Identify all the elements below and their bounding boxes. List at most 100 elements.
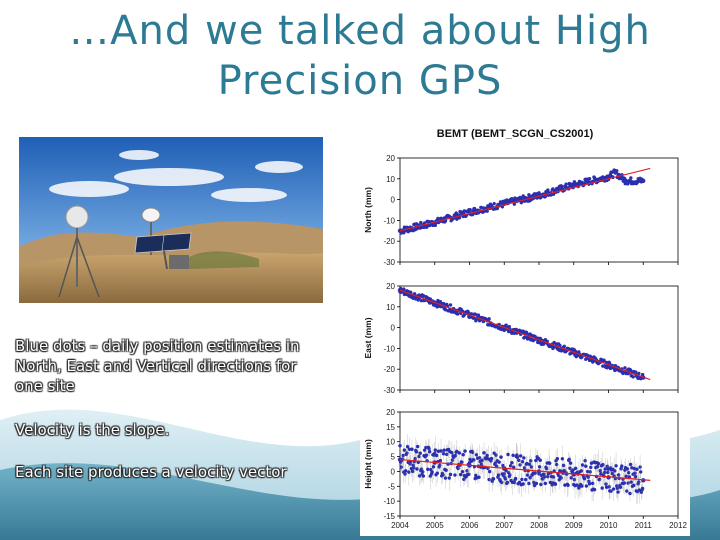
slide-title-line2: Precision GPS (217, 58, 503, 104)
daily-position-point (430, 470, 434, 474)
daily-position-point (512, 480, 517, 485)
trend-line (399, 289, 651, 381)
daily-position-point (512, 331, 517, 335)
daily-position-point (584, 464, 588, 468)
daily-position-point (534, 481, 539, 486)
slide-title-line1: …And we talked about High (69, 8, 651, 54)
paragraph-velocity-slope: Velocity is the slope. (15, 421, 170, 439)
panel-0: 20 10 0 -10 -20 -30 North (mm) (363, 154, 679, 267)
daily-position-point (507, 324, 512, 329)
daily-position-point (472, 458, 476, 462)
daily-position-point (552, 340, 556, 345)
daily-position-point (623, 366, 627, 370)
daily-position-point (458, 472, 463, 477)
daily-position-point (418, 451, 422, 455)
data-point (613, 170, 618, 175)
daily-position-point (518, 454, 523, 458)
daily-position-point (533, 471, 537, 475)
daily-position-point (419, 467, 424, 471)
daily-position-point (625, 467, 630, 471)
daily-position-point (543, 194, 548, 199)
daily-position-point (495, 206, 499, 211)
daily-position-point (513, 476, 518, 481)
daily-position-point (633, 370, 638, 374)
daily-position-point (584, 484, 589, 488)
daily-position-point (537, 465, 542, 469)
daily-position-point (528, 476, 532, 480)
daily-position-point (439, 449, 443, 453)
data-point (606, 174, 611, 179)
daily-position-point (450, 450, 454, 455)
daily-position-point (405, 444, 410, 449)
daily-position-point (470, 212, 475, 217)
daily-position-point (438, 458, 443, 463)
daily-position-point (407, 447, 412, 451)
daily-position-point (614, 464, 618, 468)
daily-position-point (637, 480, 641, 484)
daily-position-point (456, 466, 460, 471)
daily-position-point (554, 462, 559, 467)
daily-position-point (477, 456, 482, 460)
daily-position-point (631, 375, 635, 379)
y-axis-label: Height (mm) (363, 439, 373, 489)
data-point (623, 178, 629, 184)
daily-position-point (591, 481, 595, 486)
daily-position-point (502, 472, 506, 476)
chart-svg: BEMT (BEMT_SCGN_CS2001) 20100-10-20-30No… (363, 128, 687, 530)
daily-position-point (482, 451, 486, 455)
daily-position-point (448, 303, 453, 307)
daily-position-point (616, 490, 620, 494)
daily-position-point (460, 469, 465, 474)
daily-position-point (455, 449, 459, 454)
daily-position-point (422, 448, 427, 452)
daily-position-point (434, 453, 439, 458)
y-tick-label: 5 (391, 453, 396, 462)
panel-2: 20 15 10 5 0 -5 -10 -15 Height (mm) (363, 408, 679, 521)
daily-position-point (479, 462, 484, 466)
panel-frame (399, 157, 679, 263)
y-tick-label: 20 (386, 154, 395, 163)
daily-position-point (580, 463, 585, 467)
daily-position-point (485, 209, 489, 213)
y-tick-label: 0 (391, 196, 396, 205)
daily-position-point (470, 450, 475, 455)
daily-position-point (479, 205, 483, 210)
daily-position-point (405, 451, 409, 455)
daily-position-point (527, 193, 531, 197)
daily-position-point (517, 458, 521, 462)
brush (189, 251, 259, 269)
daily-position-point (506, 452, 510, 457)
daily-position-point (419, 298, 424, 303)
daily-position-point (589, 461, 594, 465)
data-point (571, 182, 576, 188)
daily-position-point (462, 209, 467, 213)
daily-position-point (567, 457, 572, 462)
daily-position-point (596, 461, 601, 466)
daily-position-point (548, 480, 553, 485)
y-axis-label: North (mm) (363, 187, 373, 233)
daily-position-point (436, 449, 441, 453)
daily-position-point (606, 470, 610, 475)
daily-position-point (447, 476, 451, 480)
daily-position-point (402, 230, 406, 235)
daily-position-point (438, 463, 442, 468)
daily-position-point (569, 476, 573, 480)
daily-position-point (402, 287, 406, 291)
daily-position-point (542, 475, 547, 479)
daily-position-point (415, 444, 420, 449)
y-tick-label: -20 (383, 237, 395, 246)
panel-1: 20 10 0 -10 -20 -30 East (mm) (363, 282, 679, 395)
daily-position-point (510, 461, 514, 465)
daily-position-point (473, 312, 477, 316)
x-tick-label: 2006 (461, 521, 479, 530)
y-tick-label: 0 (391, 467, 396, 476)
daily-position-point (521, 482, 525, 486)
daily-position-point (444, 468, 448, 472)
daily-position-point (629, 480, 633, 484)
x-tick-label: 2012 (669, 521, 687, 530)
daily-position-point (544, 466, 549, 471)
x-tick-label: 2005 (426, 521, 444, 530)
daily-position-point (455, 312, 460, 316)
daily-position-point (520, 477, 524, 482)
daily-position-point (529, 459, 533, 463)
